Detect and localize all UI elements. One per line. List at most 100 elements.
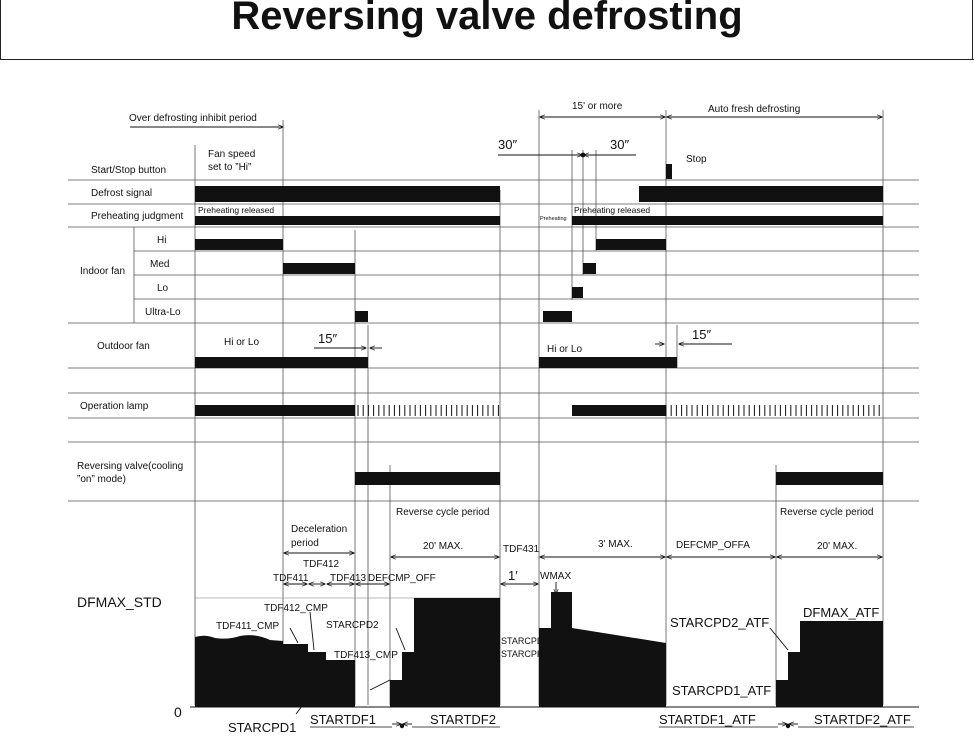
compressor-block — [800, 621, 883, 707]
indoor-fan-lo-bar — [572, 287, 583, 298]
hi-or-lo-b-label: Hi or Lo — [547, 344, 582, 355]
starcpd2-label: STARCPD2 — [326, 620, 379, 631]
tdf411-cmp-label: TDF411_CMP — [216, 621, 279, 632]
inhibit-period-label: Over defrosting inhibit period — [129, 113, 257, 124]
tdf412-cmp-label: TDF412_CMP — [264, 603, 328, 614]
row-labels: Start/Stop button Defrost signal Preheat… — [77, 165, 184, 485]
row-label-outdoor-fan: Outdoor fan — [97, 341, 150, 352]
compressor-step — [390, 680, 402, 707]
title-rule — [0, 59, 974, 60]
preheat-released-a-label: Preheating released — [198, 205, 274, 215]
indoor-fan-med-bar — [583, 263, 596, 274]
pointer-line — [395, 627, 406, 651]
row-annotations: Preheating released Preheating Preheatin… — [198, 205, 732, 355]
reverse-cycle-b-label: Reverse cycle period — [780, 507, 873, 518]
tdf431-label: TDF431 — [503, 544, 540, 555]
one-min-label: 1′ — [508, 568, 518, 583]
tdf413-cmp-label: TDF413_CMP — [334, 650, 398, 661]
frame-left-edge — [0, 0, 1, 60]
startdf-dot — [399, 723, 405, 729]
starcpl-label: STARCPL — [501, 636, 542, 646]
defcmp-off-label: DEFCMP_OFF — [368, 573, 436, 584]
reverse-cycle-a-label: Reverse cycle period — [396, 507, 489, 518]
twenty-max-a-label: 20' MAX. — [423, 541, 463, 552]
startdf1-label: STARTDF1 — [310, 712, 376, 727]
tdf412-label: TDF412 — [303, 559, 340, 570]
outdoor-fan-bar — [195, 357, 368, 368]
fifteen-b-label: 15″ — [692, 327, 711, 342]
compressor-block — [551, 592, 666, 707]
starcpd2-atf-label: STARCPD2_ATF — [670, 615, 769, 630]
fifteen-or-more-label: 15' or more — [572, 101, 623, 112]
reversing-valve-bar — [776, 472, 883, 485]
fan-speed-label-1: Fan speed — [208, 149, 255, 160]
row-label-lo: Lo — [157, 283, 169, 294]
operation-lamp-blink — [357, 405, 880, 416]
frequency-graph: Deceleration period Reverse cycle period… — [77, 507, 919, 735]
timing-bars — [195, 186, 883, 485]
zero-label: 0 — [174, 704, 182, 720]
hi-or-lo-a-label: Hi or Lo — [224, 337, 259, 348]
reversing-valve-bar — [355, 472, 500, 485]
pointer-line — [289, 627, 299, 644]
row-label-operation-lamp: Operation lamp — [80, 401, 149, 412]
row-label-indoor-fan: Indoor fan — [80, 266, 125, 277]
preheating-small-label: Preheating — [540, 216, 567, 222]
deceleration-label-1: Deceleration — [291, 524, 347, 535]
fan-speed-label-2: set to ”Hi” — [208, 162, 251, 173]
tdf411-label: TDF411 — [273, 573, 309, 584]
compressor-block — [414, 598, 500, 707]
three-max-label: 3' MAX. — [598, 539, 633, 550]
indoor-fan-ultra-lo-bar — [543, 311, 572, 322]
stop-label: Stop — [686, 154, 707, 165]
compressor-step — [402, 652, 414, 707]
top-annotations: Over defrosting inhibit period Fan speed… — [129, 101, 882, 179]
indoor-fan-hi-bar — [596, 239, 666, 250]
compressor-profile — [195, 635, 355, 707]
row-label-start-stop: Start/Stop button — [91, 165, 166, 176]
operation-lamp-bar — [195, 405, 355, 416]
row-label-ultra-lo: Ultra-Lo — [145, 307, 181, 318]
startdf2-atf-label: STARTDF2_ATF — [814, 712, 911, 727]
pointer-line — [369, 679, 391, 691]
starcpd1-label: STARCPD1 — [228, 720, 296, 735]
row-label-reversing-valve-1: Reversing valve(cooling — [77, 461, 183, 472]
preheating-bar — [572, 216, 883, 225]
fifteen-a-label: 15″ — [318, 331, 337, 346]
deceleration-label-2: period — [291, 538, 319, 549]
pointer-line — [309, 611, 315, 651]
indoor-fan-ultra-lo-bar — [355, 311, 368, 322]
row-label-defrost-signal: Defrost signal — [91, 188, 152, 199]
startdf1-atf-label: STARTDF1_ATF — [659, 712, 756, 727]
dfmax-atf-label: DFMAX_ATF — [803, 605, 879, 620]
compressor-block — [539, 628, 551, 707]
auto-fresh-label: Auto fresh defrosting — [708, 104, 800, 115]
preheat-released-b-label: Preheating released — [574, 205, 650, 215]
grid-lines — [68, 179, 919, 502]
dfmax-std-label: DFMAX_STD — [77, 594, 162, 610]
operation-lamp-bar — [572, 405, 666, 416]
thirty-a-label: 30″ — [498, 137, 517, 152]
pointer-line — [769, 627, 789, 651]
defcmp-offa-label: DEFCMP_OFFA — [676, 540, 750, 551]
defrost-signal-bar — [195, 186, 500, 202]
starcpd1-atf-label: STARCPD1_ATF — [672, 683, 771, 698]
row-label-reversing-valve-2: ”on” mode) — [77, 474, 126, 485]
defrost-signal-bar — [639, 186, 883, 202]
thirty-b-label: 30″ — [610, 137, 629, 152]
thirty-dot — [580, 152, 586, 158]
wmax-label: WMAX — [540, 571, 571, 582]
pointer-line — [295, 705, 303, 715]
startdf2-label: STARTDF2 — [430, 712, 496, 727]
outdoor-fan-bar — [539, 357, 677, 368]
compressor-step — [788, 652, 800, 707]
row-label-preheating: Preheating judgment — [91, 211, 184, 222]
frame-right-edge — [972, 0, 973, 60]
preheating-bar — [195, 216, 500, 225]
stop-pulse — [666, 164, 672, 179]
indoor-fan-med-bar — [283, 263, 355, 274]
indoor-fan-hi-bar — [195, 239, 283, 250]
compressor-step — [776, 680, 788, 707]
